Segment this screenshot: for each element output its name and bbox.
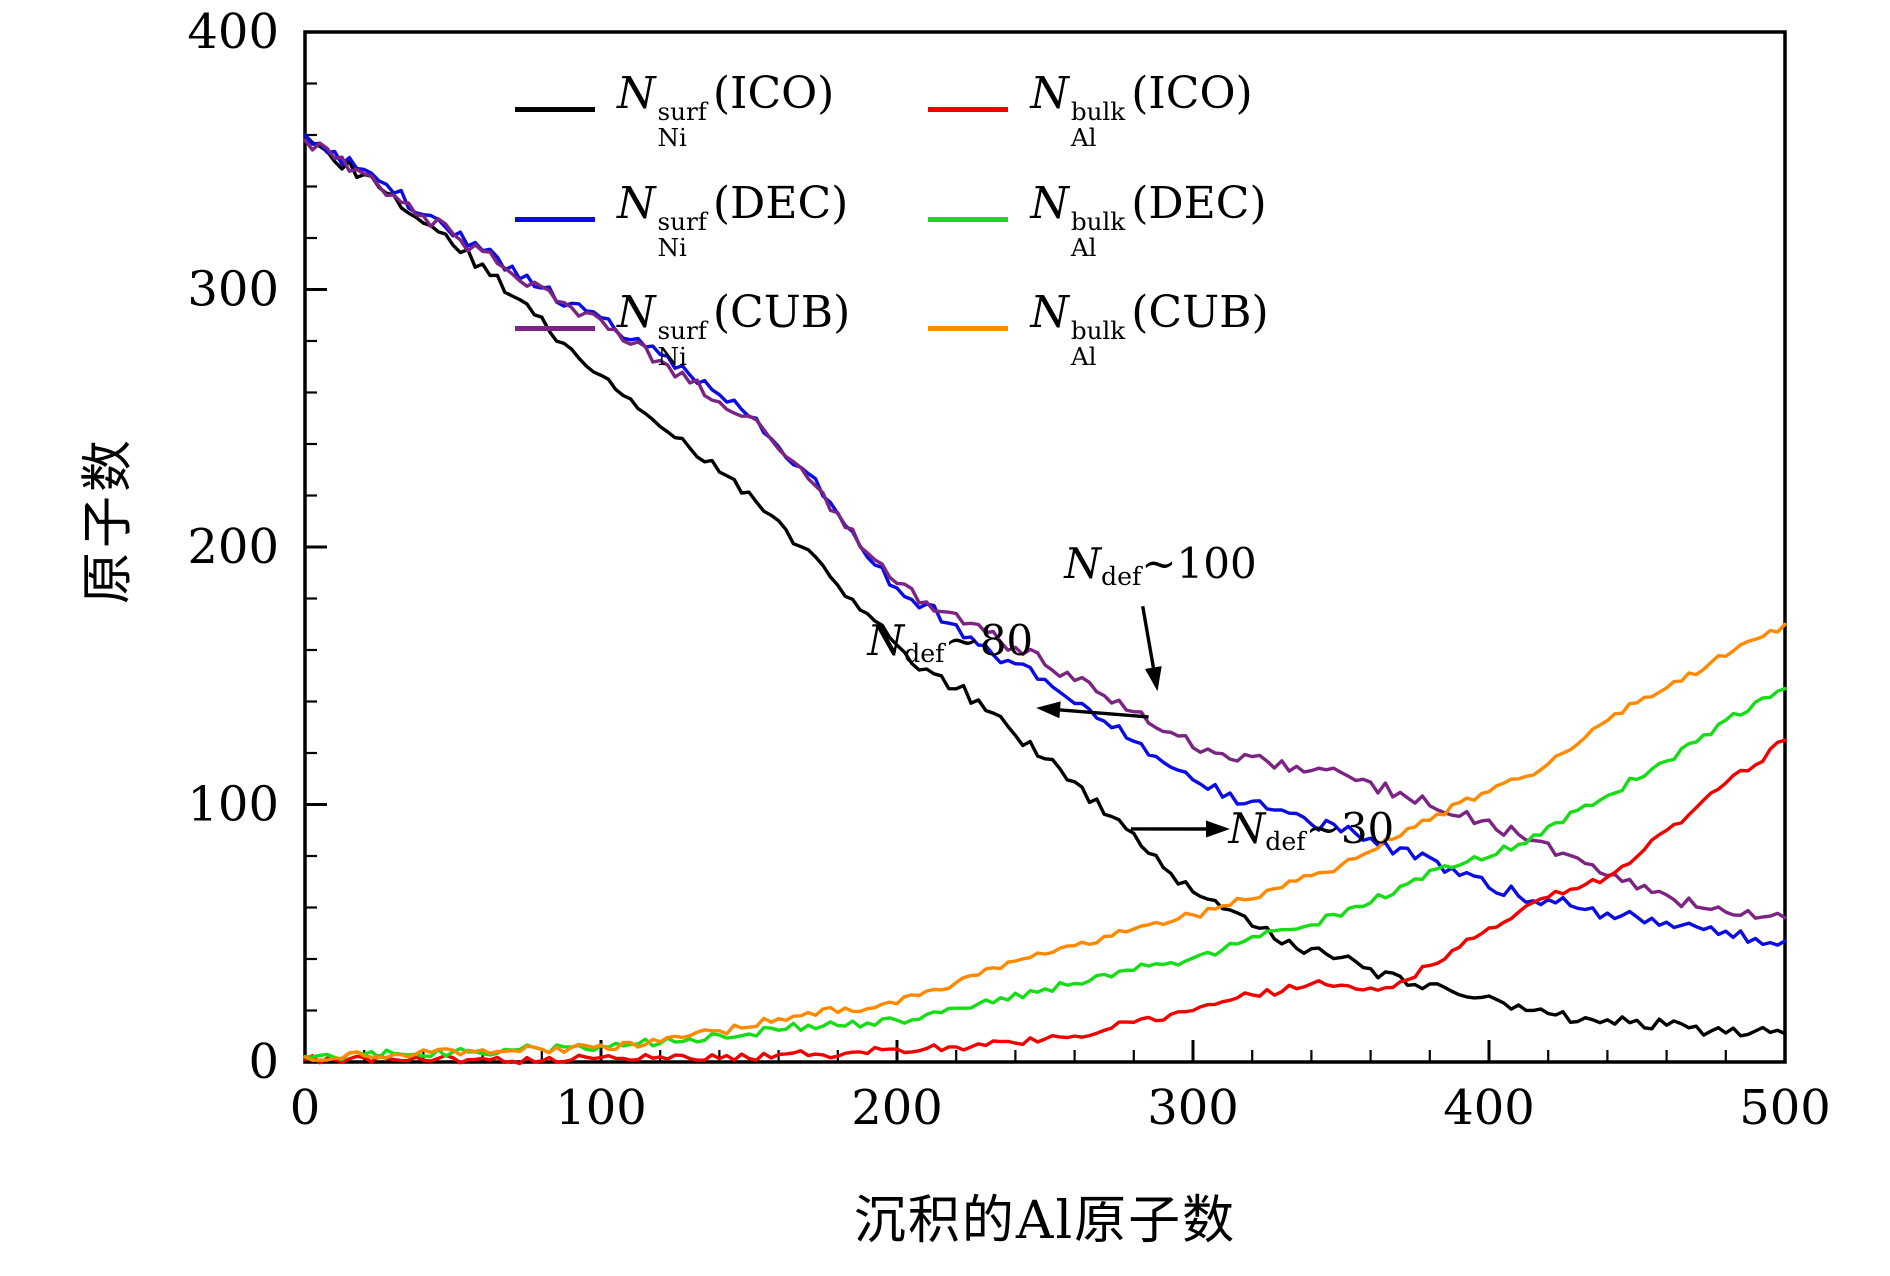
annotation-label: Ndef~100: [1064, 538, 1257, 592]
series-line-Al-bulk-ICO: [303, 738, 1787, 1066]
x-tick-label: 0: [290, 1080, 321, 1136]
legend-line-swatch: [515, 326, 595, 332]
y-tick-label: 400: [187, 4, 279, 60]
y-tick-label: 100: [187, 777, 279, 833]
x-tick-label: 300: [1147, 1080, 1239, 1136]
x-axis-title: 沉积的Al原子数: [853, 1191, 1237, 1251]
y-axis-title: 原子数: [78, 435, 139, 605]
x-tick-label: 100: [555, 1080, 647, 1136]
annotation-label: Ndef~80: [867, 616, 1034, 669]
series-line-Al-bulk-DEC: [303, 686, 1787, 1062]
annotation-arrow: [1141, 605, 1156, 668]
y-tick-label: 200: [187, 519, 279, 575]
plot-frame: [303, 30, 1787, 1064]
legend-line-swatch: [928, 326, 1009, 332]
legend-line-swatch: [928, 107, 1009, 113]
x-tick-label: 400: [1443, 1080, 1535, 1136]
annotation-arrowhead: [1036, 701, 1061, 719]
annotation-arrow: [1059, 708, 1149, 719]
annotation-label: Ndef~30: [1228, 804, 1395, 857]
series-line-Al-bulk-CUB: [303, 622, 1787, 1062]
y-tick-label: 0: [248, 1034, 279, 1090]
y-tick-label: 300: [187, 262, 279, 318]
annotation-arrowhead: [1145, 666, 1162, 692]
x-tick-label: 200: [851, 1080, 943, 1136]
legend-line-swatch: [515, 107, 595, 113]
series-line-Ni-surf-ICO: [303, 133, 1787, 1038]
legend-line-swatch: [515, 216, 595, 222]
annotation-arrowhead: [1206, 820, 1230, 838]
x-tick-label: 500: [1739, 1080, 1831, 1136]
legend-line-swatch: [928, 216, 1009, 222]
series-line-Ni-surf-CUB: [303, 138, 1787, 920]
